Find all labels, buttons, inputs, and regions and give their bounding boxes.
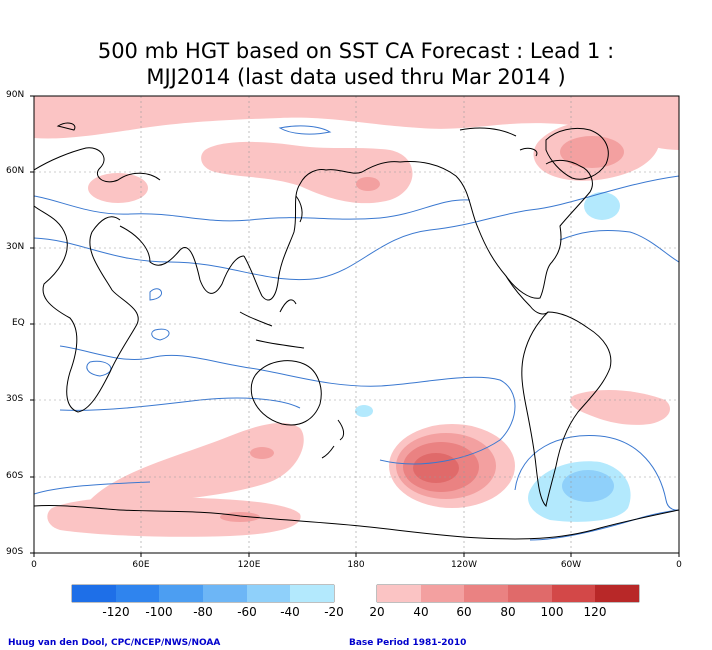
lat-label-90s: 90S [6,547,24,557]
lon-label-0-west: 0 [31,560,37,570]
east-asia-coast [243,161,401,301]
arctic-islands [56,122,538,157]
lon-label-0-east: 0 [676,560,682,570]
colorbar-swatch-pos-2 [421,585,464,602]
north-america-coast [399,159,593,299]
colorbar-swatch-pos-6 [595,585,639,602]
south-indian-core [250,447,274,459]
colorbar-swatch-pos-1 [377,585,421,602]
kamchatka-core [356,177,380,191]
lat-label-60n: 60N [6,166,25,176]
colorbar-swatch-neg-1 [72,585,116,602]
europe-positive [88,173,148,203]
japan-coast [295,195,303,223]
southern-ocean-positive [47,497,301,537]
lat-label-eq: EQ [12,318,25,328]
graticule [34,96,679,553]
arabia-india-coast [119,225,245,294]
colorbar-swatch-pos-4 [508,585,552,602]
south-pacific-lvl4 [413,453,459,483]
central-america-coast [505,275,549,315]
siberia-positive [201,141,413,204]
lat-label-30s: 30S [6,394,24,404]
author-credit: Huug van den Dool, CPC/NCEP/NWS/NOAA [8,638,221,648]
lon-label-180: 180 [347,560,365,570]
colorbar-label-neg-40: -40 [280,605,300,619]
arctic-positive-band [34,96,679,150]
coastlines [34,122,679,540]
south-america-coast [521,311,612,508]
colorbar-label-pos-60: 60 [456,605,472,619]
lon-label-60e: 60E [132,560,150,570]
lat-label-30n: 30N [6,242,25,252]
lat-label-60s: 60S [6,471,24,481]
maritime-continent [239,299,305,349]
south-pacific-small-negative [355,405,373,417]
lon-label-120w: 120W [450,560,478,570]
title-line-2: MJJ2014 (last data used thru Mar 2014 ) [146,65,566,89]
new-zealand-coast [321,419,345,459]
colorbar-label-neg-120: -120 [102,605,130,619]
colorbar-label-neg-60: -60 [237,605,257,619]
greenland-core [560,136,624,168]
lat-label-90n: 90N [6,90,25,100]
positive-anomaly-shading [34,96,679,537]
zero-contours [34,125,679,541]
colorbar-swatch-neg-4 [203,585,247,602]
colorbar-label-neg-80: -80 [193,605,213,619]
australia-coast [250,360,322,426]
colorbar-swatch-neg-2 [116,585,159,602]
colorbar-label-neg-20: -20 [324,605,344,619]
colorbar-swatch-pos-3 [464,585,508,602]
colorbar-swatch-neg-5 [247,585,290,602]
map-title: 500 mb HGT based on SST CA Forecast : Le… [0,38,712,90]
antarctica-coast [34,504,679,540]
europe-coast [34,147,161,183]
greenland-coast [545,127,609,180]
colorbar-swatch-pos-5 [552,585,595,602]
colorbar-swatch-neg-6 [290,585,334,602]
colorbar-swatch-neg-3 [159,585,203,602]
colorbar-label-neg-100: -100 [145,605,173,619]
lon-label-120e: 120E [237,560,261,570]
title-line-1: 500 mb HGT based on SST CA Forecast : Le… [97,39,615,63]
base-period-note: Base Period 1981-2010 [349,638,467,648]
north-atlantic-negative [584,192,620,220]
south-indian-positive [89,422,304,510]
lon-label-60w: 60W [560,560,582,570]
colorbar-label-pos-20: 20 [369,605,385,619]
colorbar-label-pos-120: 120 [583,605,607,619]
south-atlantic-positive [570,389,670,425]
colorbar-label-pos-80: 80 [500,605,516,619]
colorbar-label-pos-100: 100 [540,605,564,619]
africa-coast [34,205,139,413]
drake-passage-core [562,470,614,502]
axis-ticks [30,95,680,557]
colorbar-label-pos-40: 40 [413,605,429,619]
